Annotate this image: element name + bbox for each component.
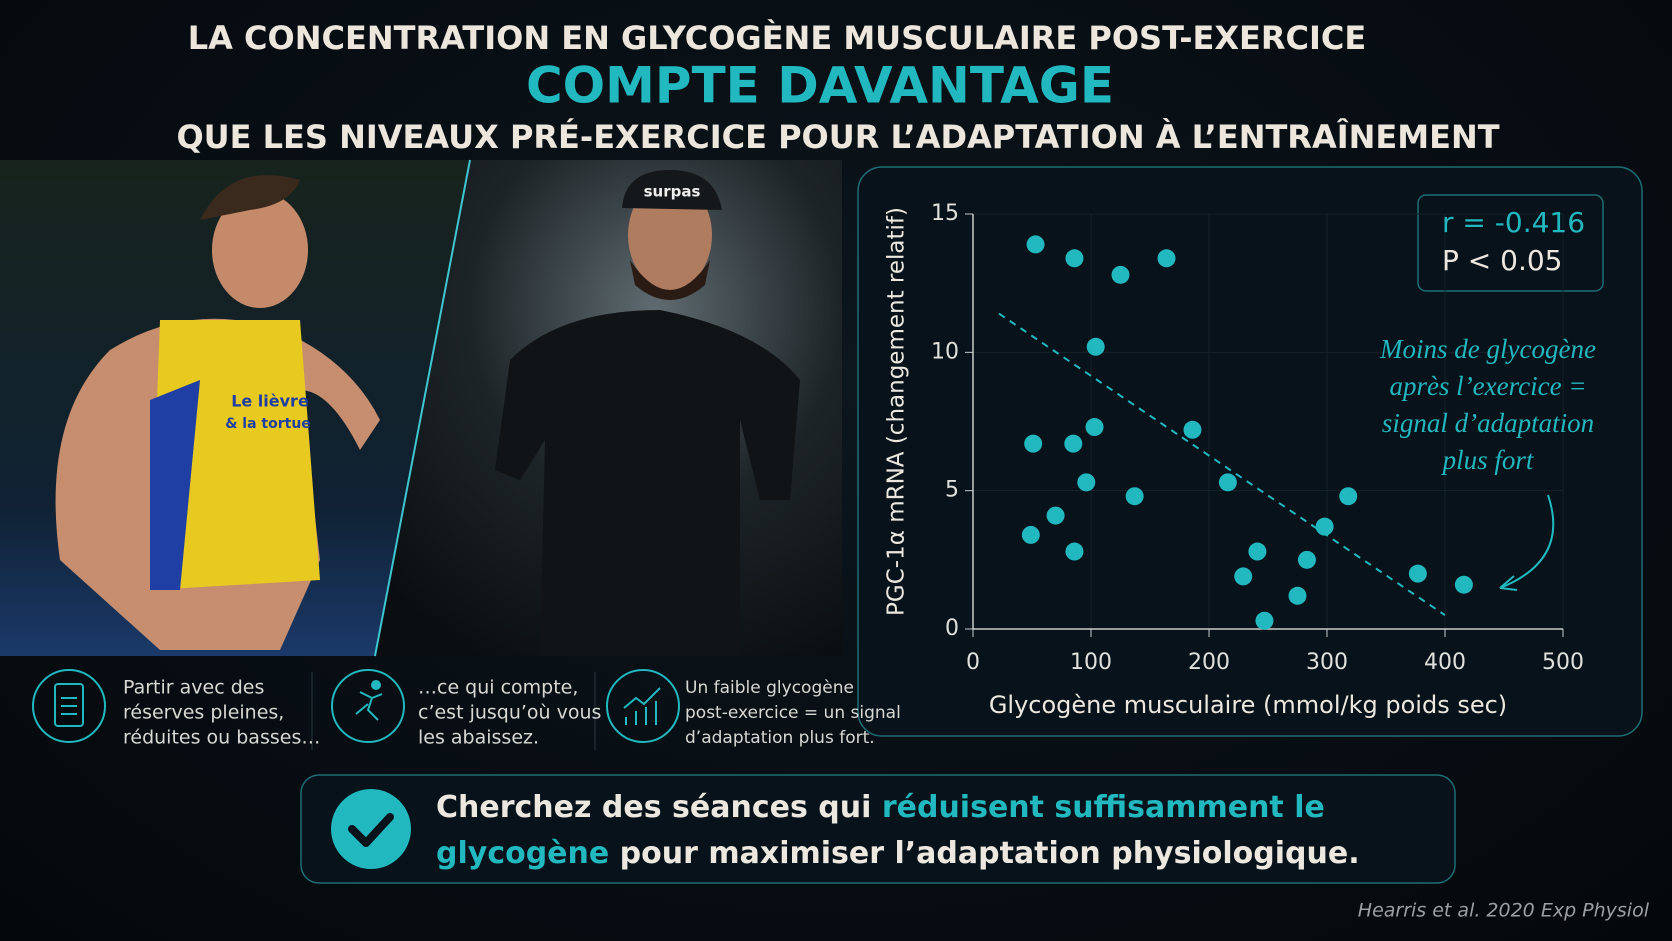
x-tick-label: 400: [1424, 650, 1466, 675]
card-text: Un faible glycogène: [685, 678, 854, 698]
scatter-point: [1046, 506, 1065, 525]
x-axis-label: Glycogène musculaire (mmol/kg poids sec): [989, 691, 1507, 719]
x-tick-label: 200: [1188, 650, 1230, 675]
runner-left: Le lièvre & la tortue: [55, 175, 381, 650]
scatter-point: [1024, 434, 1043, 453]
scatter-point: [1065, 249, 1084, 268]
check-circle: [331, 789, 411, 869]
scatter-point: [1077, 473, 1096, 492]
title-line3: QUE LES NIVEAUX PRÉ-EXERCICE POUR L’ADAP…: [176, 118, 1499, 156]
cap-text: surpas: [644, 183, 701, 201]
shirt-text: Le lièvre: [231, 392, 309, 411]
citation: Hearris et al. 2020 Exp Physiol: [1358, 900, 1650, 922]
scatter-point: [1125, 487, 1144, 506]
annotation-line: après l’exercice =: [1389, 371, 1586, 401]
scatter-point: [1315, 517, 1334, 536]
scatter-point: [1064, 434, 1083, 453]
chart-panel: [857, 166, 1643, 737]
annotation-arrowhead: [1499, 575, 1518, 591]
scatter-point: [1065, 542, 1084, 561]
card-text: réduites ou basses…: [123, 727, 320, 749]
x-tick-label: 500: [1542, 650, 1584, 675]
scatter-point: [1218, 473, 1237, 492]
shirt-text: & la tortue: [225, 416, 311, 432]
x-tick-label: 300: [1306, 650, 1348, 675]
title-line2: COMPTE DAVANTAGE: [526, 57, 1114, 115]
card-text: réserves pleines,: [123, 702, 284, 724]
check-mark: [348, 813, 394, 847]
scatter-point: [1454, 575, 1473, 594]
banner-part: Cherchez des séances qui: [436, 790, 882, 825]
card-icons: [32, 669, 680, 743]
x-tick-label: 100: [1070, 650, 1112, 675]
scatter-point: [1288, 586, 1307, 605]
card-text: c’est jusqu’où vous: [418, 702, 601, 724]
scatter-point: [1021, 525, 1040, 544]
y-tick-label: 0: [945, 616, 959, 641]
y-tick-label: 5: [945, 478, 959, 503]
scatter-point: [1183, 420, 1202, 439]
banner-highlight: réduisent suffisamment le glycogène: [436, 790, 1325, 871]
scatter-point: [1248, 542, 1267, 561]
stat-text: P < 0.05: [1442, 244, 1563, 277]
scatter-point: [1339, 487, 1358, 506]
y-axis-label: PGC-1α mRNA (changement relatif): [884, 207, 910, 616]
y-tick-label: 10: [931, 339, 959, 364]
y-tick-label: 15: [931, 201, 959, 226]
banner: [300, 774, 1456, 884]
card-text: …ce qui compte,: [418, 677, 578, 699]
scatter-point: [1408, 564, 1427, 583]
divider: [374, 159, 471, 657]
banner-part: pour maximiser l’adaptation physiologiqu…: [609, 836, 1360, 871]
card-text: post-exercice = un signal: [685, 703, 901, 723]
runner-right: surpas: [495, 170, 800, 656]
annotation-line: plus fort: [1441, 445, 1535, 475]
scatter-point: [1255, 611, 1274, 630]
card-text: Partir avec des: [123, 677, 264, 699]
trendline: [998, 312, 1446, 616]
scatter-point: [1086, 337, 1105, 356]
annotation-line: signal d’adaptation: [1382, 408, 1594, 438]
scatter-point: [1111, 265, 1130, 284]
card-text: les abaissez.: [418, 727, 539, 749]
card-text: d’adaptation plus fort.: [685, 728, 875, 748]
scatter-point: [1085, 418, 1104, 437]
annotation-line: Moins de glycogène: [1379, 334, 1596, 364]
scatter-point: [1157, 249, 1176, 268]
annotation-arrow: [1499, 494, 1555, 589]
stat-text: r = -0.416: [1442, 206, 1585, 239]
scatter-point: [1234, 567, 1253, 586]
scatter-point: [1297, 550, 1316, 569]
scatter-point: [1026, 235, 1045, 254]
stats-box: [1417, 194, 1604, 292]
x-tick-label: 0: [966, 650, 980, 675]
title-line1: LA CONCENTRATION EN GLYCOGÈNE MUSCULAIRE…: [188, 19, 1367, 57]
banner-text: Cherchez des séances qui réduisent suffi…: [436, 785, 1436, 877]
